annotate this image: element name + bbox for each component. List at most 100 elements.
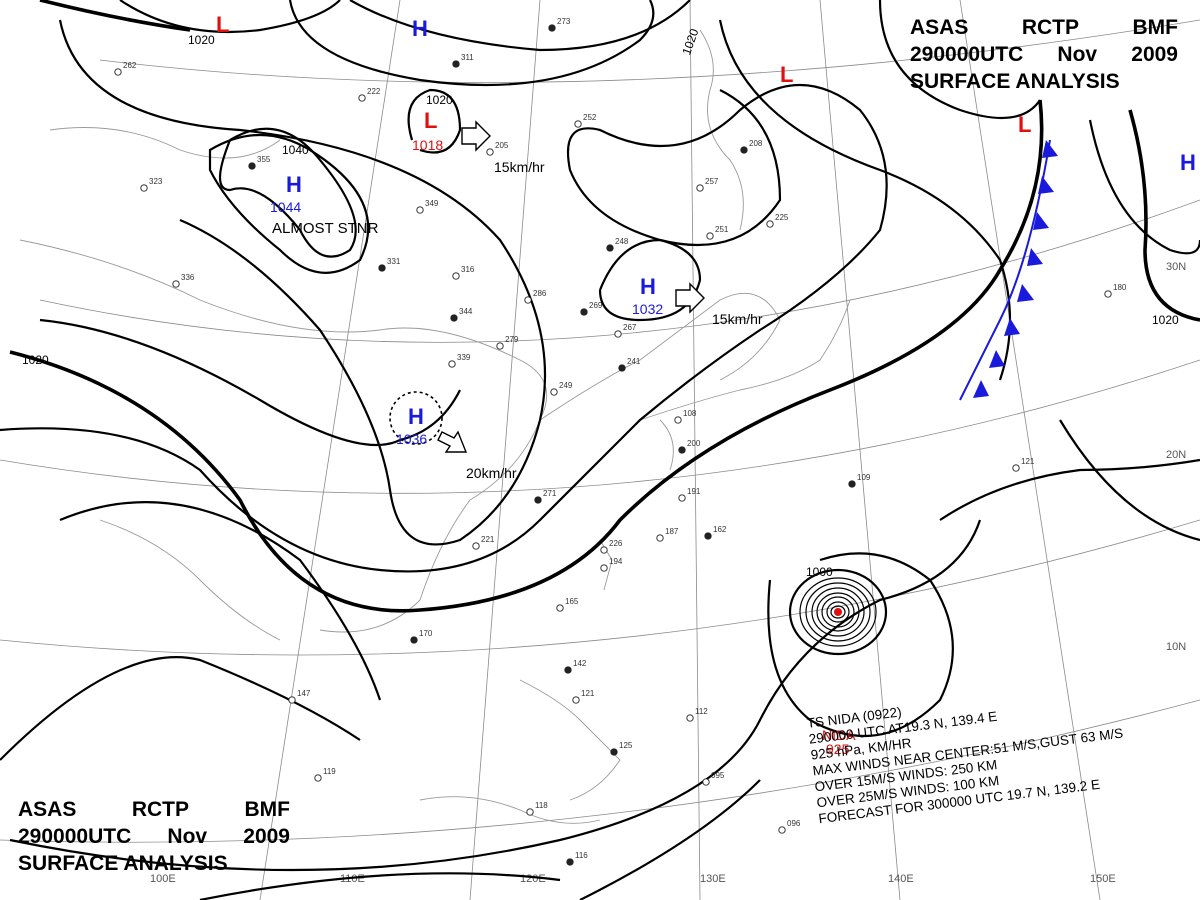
station-pressure-value: 225 <box>775 213 789 222</box>
station-marker <box>704 532 712 540</box>
station-pressure-value: 336 <box>181 273 195 282</box>
grid-labels: 100E 110E 120E 130E 140E 150E 30N 20N 10… <box>150 261 1186 885</box>
station-marker <box>566 858 574 866</box>
high-center-marker: H <box>1180 150 1196 175</box>
station-pressure-value: 241 <box>627 357 641 366</box>
station-marker <box>1104 290 1112 298</box>
station-pressure-value: 096 <box>787 819 801 828</box>
lon-label: 150E <box>1090 873 1116 885</box>
title-agency: RCTP <box>131 798 190 821</box>
station-marker <box>656 534 664 542</box>
low-center-marker: L <box>216 12 229 37</box>
station-marker <box>600 546 608 554</box>
station-pressure-value: 349 <box>425 199 439 208</box>
low-center-marker: L <box>424 108 437 133</box>
low-center-marker: L <box>780 62 793 87</box>
title-time: 2009 <box>243 825 290 848</box>
station-pressure-value: 331 <box>387 257 401 266</box>
station-pressure-value: 118 <box>535 801 548 810</box>
station-pressure-value: 119 <box>323 767 336 776</box>
station-marker <box>766 220 774 228</box>
storm-name-label: NIDA <box>822 727 856 743</box>
station-pressure-value: 262 <box>123 61 137 70</box>
title-time: Nov <box>167 825 208 848</box>
station-plots: 273 262 222 311 252 205 355 323 349 331 336 316 344 3… <box>114 17 1127 866</box>
station-marker <box>486 148 494 156</box>
station-pressure-value: 165 <box>565 597 579 606</box>
station-marker <box>778 826 786 834</box>
station-marker <box>140 184 148 192</box>
typhoon-rings <box>767 552 954 738</box>
station-marker <box>564 666 572 674</box>
station-pressure-value: 339 <box>457 353 471 362</box>
station-pressure-value: 170 <box>419 629 433 638</box>
station-pressure-value: 112 <box>695 707 708 716</box>
title-agency: ASAS <box>910 16 969 39</box>
coastlines <box>19 29 851 824</box>
station-marker <box>452 272 460 280</box>
station-marker <box>248 162 256 170</box>
station-pressure-value: 271 <box>543 489 557 498</box>
high-center-value: 1036 <box>396 431 427 447</box>
lat-label: 10N <box>1166 641 1186 653</box>
station-pressure-value: 323 <box>149 177 163 186</box>
station-marker <box>496 342 504 350</box>
station-pressure-value: 208 <box>749 139 763 148</box>
lon-label: 100E <box>150 873 176 885</box>
station-marker <box>848 480 856 488</box>
station-pressure-value: 344 <box>459 307 473 316</box>
station-marker <box>534 496 542 504</box>
lon-label: 110E <box>340 873 365 885</box>
isobar-label: 1020 <box>22 353 49 367</box>
station-marker <box>686 714 694 722</box>
map-title-bottom-left: ASAS RCTP BMF 290000UTC Nov 2009 SURFACE… <box>18 796 290 877</box>
low-center-value: 1018 <box>412 137 443 153</box>
station-marker <box>416 206 424 214</box>
station-pressure-value: 248 <box>615 237 629 246</box>
station-marker <box>580 308 588 316</box>
station-marker <box>524 296 532 304</box>
station-pressure-value: 222 <box>367 87 381 96</box>
station-marker <box>574 120 582 128</box>
cold-front <box>959 139 1058 401</box>
station-pressure-value: 226 <box>609 539 623 548</box>
station-pressure-value: 147 <box>297 689 311 698</box>
station-marker <box>606 244 614 252</box>
station-pressure-value: 200 <box>687 439 701 448</box>
station-pressure-value: 252 <box>583 113 597 122</box>
station-marker <box>172 280 180 288</box>
station-marker <box>674 416 682 424</box>
title-time: 290000UTC <box>910 43 1024 66</box>
station-marker <box>472 542 480 550</box>
station-pressure-value: 180 <box>1113 283 1127 292</box>
isobar-label: 1020 <box>188 33 215 47</box>
station-pressure-value: 251 <box>715 225 729 234</box>
station-marker <box>450 314 458 322</box>
title-type: SURFACE ANALYSIS <box>910 70 1120 93</box>
title-time: Nov <box>1057 43 1098 66</box>
high-center-marker: H <box>412 16 428 41</box>
title-agency: RCTP <box>1021 16 1080 39</box>
high-center-marker: H <box>640 274 656 299</box>
station-marker <box>288 696 296 704</box>
lat-label: 20N <box>1166 449 1186 461</box>
station-marker <box>610 748 618 756</box>
title-agency: ASAS <box>18 798 77 821</box>
high-center-marker: H <box>286 172 302 197</box>
station-pressure-value: 109 <box>857 473 871 482</box>
station-pressure-value: 221 <box>481 535 495 544</box>
station-marker <box>706 232 714 240</box>
station-pressure-value: 269 <box>589 301 603 310</box>
isobar-label: 1000 <box>806 565 833 579</box>
station-marker <box>740 146 748 154</box>
map-title-top-right: ASAS RCTP BMF 290000UTC Nov 2009 SURFACE… <box>910 14 1178 95</box>
lon-label: 140E <box>888 873 914 885</box>
station-pressure-value: 125 <box>619 741 633 750</box>
station-marker <box>618 364 626 372</box>
isobar-label: 1020 <box>426 93 453 107</box>
station-marker <box>548 24 556 32</box>
station-pressure-value: 316 <box>461 265 475 274</box>
